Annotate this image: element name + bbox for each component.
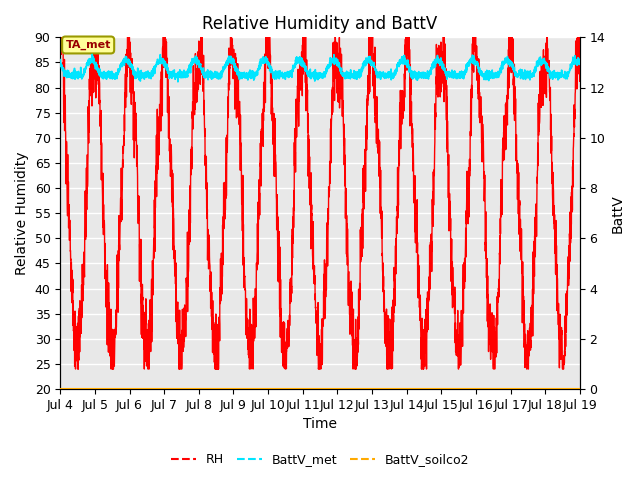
Y-axis label: Relative Humidity: Relative Humidity [15, 152, 29, 275]
Text: TA_met: TA_met [65, 40, 111, 50]
Y-axis label: BattV: BattV [611, 194, 625, 233]
Legend: RH, BattV_met, BattV_soilco2: RH, BattV_met, BattV_soilco2 [166, 448, 474, 471]
X-axis label: Time: Time [303, 418, 337, 432]
Title: Relative Humidity and BattV: Relative Humidity and BattV [202, 15, 438, 33]
